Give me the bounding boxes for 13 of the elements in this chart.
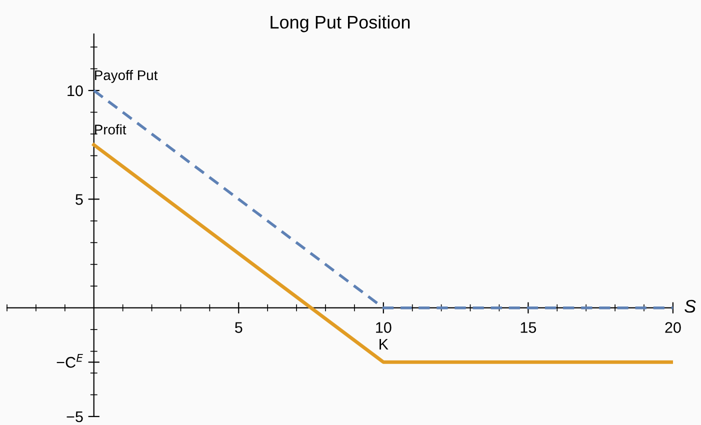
annotation: K (380, 338, 388, 350)
x-tick-label: 15 (520, 322, 536, 333)
x-tick-label: 20 (665, 322, 681, 333)
series-label: Profit (95, 124, 126, 134)
y-tick-label: −C$^{E}$ (56, 354, 83, 368)
y-tick-label: −5 (66, 412, 83, 422)
y-tick-label: 10 (68, 85, 83, 96)
y-tick-label: 5 (76, 194, 83, 205)
series-label: Payoff Put (95, 70, 158, 83)
chart-title: Long Put Position (270, 15, 410, 32)
x-axis-title: S (684, 300, 696, 313)
x-tick-label: 5 (235, 322, 242, 333)
x-tick-label: 10 (376, 322, 392, 333)
